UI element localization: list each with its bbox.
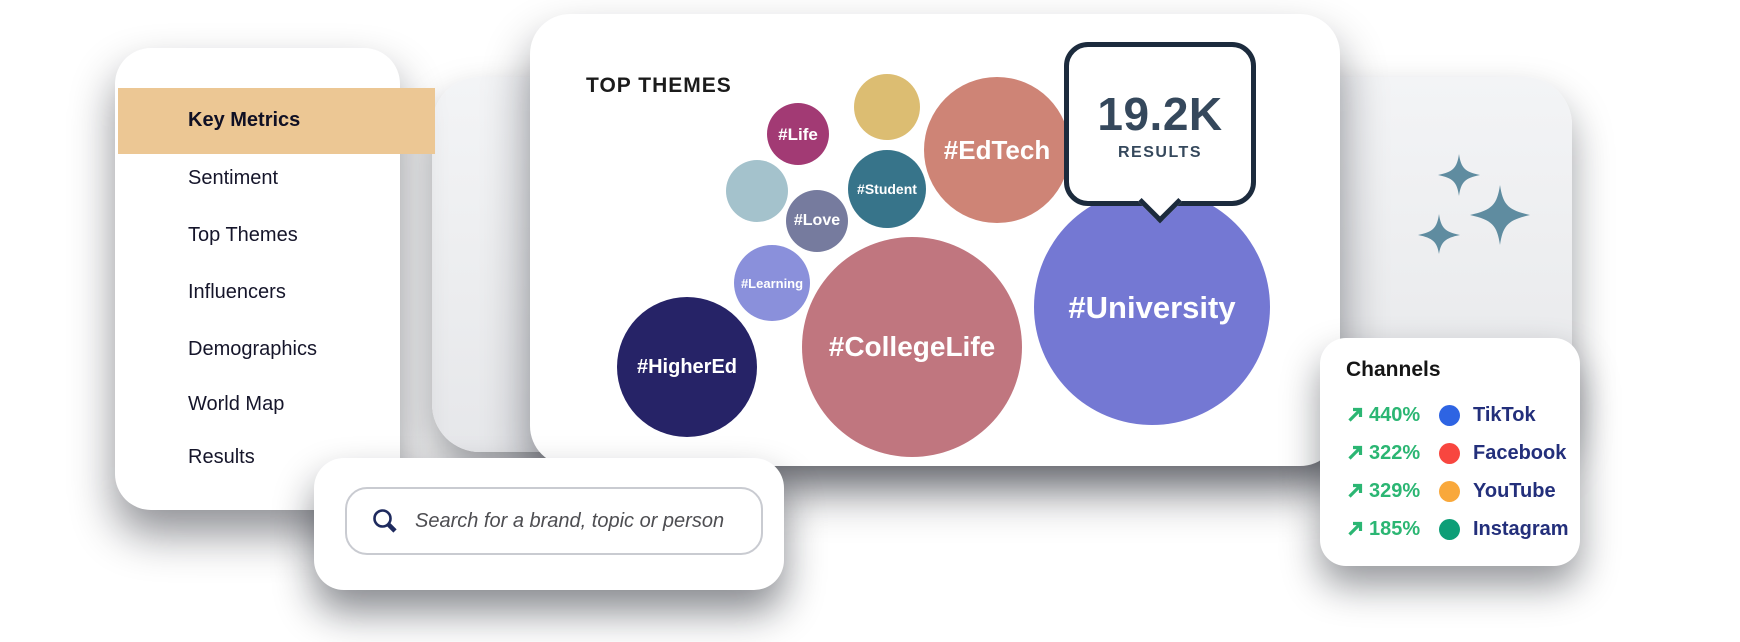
sidebar-item-results[interactable]: Results xyxy=(188,446,255,468)
theme-bubble-love[interactable]: #Love xyxy=(786,190,848,252)
theme-bubble-student[interactable]: #Student xyxy=(848,150,926,228)
channel-row-youtube[interactable]: 329% YouTube xyxy=(1346,472,1580,510)
channel-change: 322% xyxy=(1369,441,1421,464)
theme-bubble-highered[interactable]: #HigherEd xyxy=(617,297,757,437)
results-callout: 19.2K RESULTS xyxy=(1064,42,1256,224)
channels-title: Channels xyxy=(1346,358,1441,381)
instagram-dot-icon xyxy=(1439,518,1460,540)
channel-name: Facebook xyxy=(1473,441,1567,464)
channel-name: TikTok xyxy=(1473,403,1536,426)
sidebar-item-world-map[interactable]: World Map xyxy=(188,393,285,415)
theme-bubble-edtech[interactable]: #EdTech xyxy=(924,77,1070,223)
sidebar-item-sentiment[interactable]: Sentiment xyxy=(188,167,279,189)
results-label: RESULTS xyxy=(1118,143,1202,161)
channels-card: Channels 440% TikTok 322% Facebook 329% … xyxy=(1320,338,1580,566)
sidebar-item-demographics[interactable]: Demographics xyxy=(188,338,317,360)
theme-bubble-life[interactable]: #Life xyxy=(767,103,829,165)
sparkles-icon xyxy=(1418,154,1530,254)
channel-name: YouTube xyxy=(1473,479,1556,502)
channel-row-instagram[interactable]: 185% Instagram xyxy=(1346,510,1580,548)
sidebar-item-top-themes[interactable]: Top Themes xyxy=(188,224,298,246)
search-card xyxy=(314,458,784,590)
channel-change: 440% xyxy=(1369,403,1421,426)
sidebar-item-influencers[interactable]: Influencers xyxy=(188,281,286,303)
trend-up-arrow-icon xyxy=(1348,445,1363,460)
search-box[interactable] xyxy=(345,487,763,555)
channel-name: Instagram xyxy=(1473,517,1569,540)
theme-bubble-university[interactable]: #University xyxy=(1034,189,1270,425)
search-input[interactable] xyxy=(413,508,743,534)
theme-bubble-learning[interactable]: #Learning xyxy=(734,245,810,321)
channel-row-facebook[interactable]: 322% Facebook xyxy=(1346,434,1580,472)
theme-bubble[interactable] xyxy=(854,74,920,140)
channel-change: 185% xyxy=(1369,517,1421,540)
channel-row-tiktok[interactable]: 440% TikTok xyxy=(1346,396,1580,434)
channel-change: 329% xyxy=(1369,479,1421,502)
results-count: 19.2K xyxy=(1097,87,1223,140)
search-icon xyxy=(373,509,397,533)
theme-bubble[interactable] xyxy=(726,160,788,222)
sidebar-active-highlight xyxy=(118,88,435,154)
facebook-dot-icon xyxy=(1439,442,1460,464)
top-themes-title: TOP THEMES xyxy=(586,74,732,97)
trend-up-arrow-icon xyxy=(1348,407,1363,422)
theme-bubble-collegelife[interactable]: #CollegeLife xyxy=(802,237,1022,457)
sidebar-item-key-metrics[interactable]: Key Metrics xyxy=(188,109,301,131)
trend-up-arrow-icon xyxy=(1348,521,1363,536)
youtube-dot-icon xyxy=(1439,480,1460,502)
tiktok-dot-icon xyxy=(1439,404,1460,426)
trend-up-arrow-icon xyxy=(1348,483,1363,498)
